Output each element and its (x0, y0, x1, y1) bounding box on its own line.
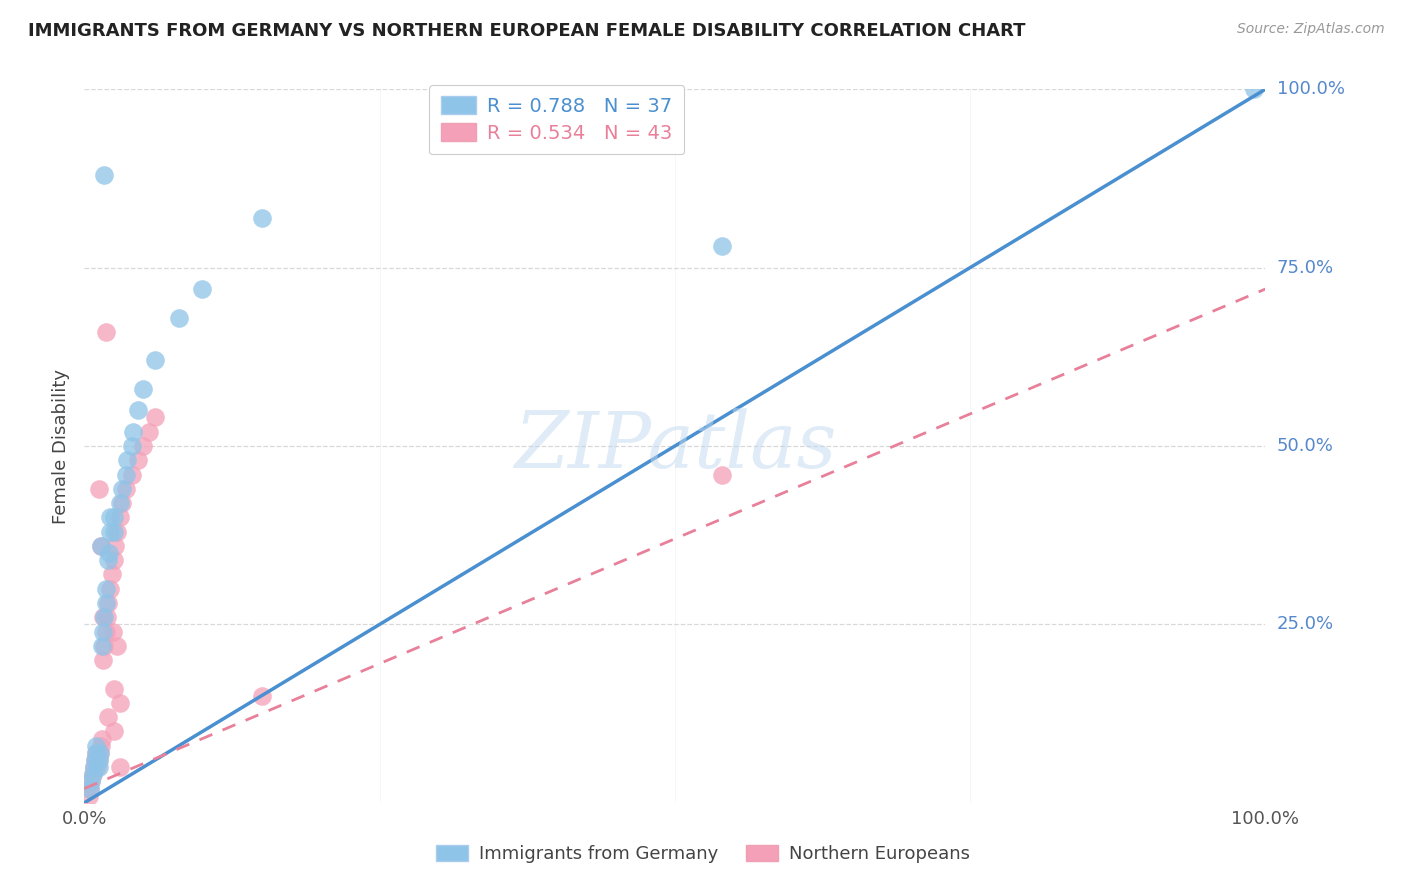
Point (98, 582, 121, 596)
Point (94, 582, 117, 596)
Point (132, 382, 155, 396)
Point (97, 710, 120, 724)
Point (83, 760, 105, 774)
Point (77, 789, 100, 803)
Point (91, 624, 114, 639)
Point (82, 767, 104, 781)
Point (250, 211, 273, 225)
Point (127, 453, 149, 467)
Point (80, 774, 103, 789)
Point (97, 596, 120, 610)
Point (91, 653, 114, 667)
Text: Source: ZipAtlas.com: Source: ZipAtlas.com (1237, 22, 1385, 37)
Point (84, 746, 107, 760)
Point (121, 425, 143, 439)
Point (84, 753, 107, 767)
Point (107, 524, 129, 539)
Point (103, 524, 125, 539)
Point (1243, 82, 1265, 96)
Point (90, 539, 112, 553)
Point (94, 624, 117, 639)
Point (108, 510, 131, 524)
Point (79, 781, 101, 796)
Point (87, 753, 110, 767)
Point (143, 410, 166, 425)
Legend: Immigrants from Germany, Northern Europeans: Immigrants from Germany, Northern Europe… (425, 834, 981, 874)
Point (89, 746, 111, 760)
Point (83, 760, 105, 774)
Point (94, 596, 117, 610)
Point (100, 567, 122, 582)
Point (97, 553, 120, 567)
Point (82, 767, 104, 781)
Legend: R = 0.788   N = 37, R = 0.534   N = 43: R = 0.788 N = 37, R = 0.534 N = 43 (429, 85, 685, 154)
Point (94, 325, 117, 339)
Point (87, 760, 110, 774)
Point (87, 753, 110, 767)
Text: ZIPatlas: ZIPatlas (513, 408, 837, 484)
Text: 75.0%: 75.0% (1277, 259, 1334, 277)
Point (711, 239, 734, 253)
Point (111, 482, 134, 496)
Point (90, 739, 112, 753)
Point (98, 524, 121, 539)
Point (90, 539, 112, 553)
Point (93, 168, 115, 182)
Point (84, 753, 107, 767)
Point (103, 681, 125, 696)
Point (93, 639, 115, 653)
Point (132, 439, 155, 453)
Text: IMMIGRANTS FROM GERMANY VS NORTHERN EUROPEAN FEMALE DISABILITY CORRELATION CHART: IMMIGRANTS FROM GERMANY VS NORTHERN EURO… (28, 22, 1025, 40)
Point (103, 553, 125, 567)
Point (87, 482, 110, 496)
Point (191, 282, 214, 296)
Point (143, 353, 166, 368)
Point (84, 746, 107, 760)
Point (91, 639, 114, 653)
Point (121, 467, 143, 482)
Text: 100.0%: 100.0% (1277, 80, 1344, 98)
Point (138, 425, 160, 439)
Point (121, 439, 143, 453)
Point (711, 467, 734, 482)
Point (98, 546, 121, 560)
Point (91, 610, 114, 624)
Point (107, 639, 129, 653)
Point (114, 482, 136, 496)
Point (108, 496, 131, 510)
Point (86, 760, 108, 774)
Point (103, 724, 125, 739)
Point (89, 746, 111, 760)
Point (91, 731, 114, 746)
Point (104, 539, 127, 553)
Text: 25.0%: 25.0% (1277, 615, 1334, 633)
Y-axis label: Female Disability: Female Disability (52, 368, 70, 524)
Point (80, 774, 103, 789)
Point (79, 781, 101, 796)
Point (101, 624, 124, 639)
Point (111, 496, 134, 510)
Point (93, 610, 115, 624)
Point (108, 760, 131, 774)
Point (108, 696, 131, 710)
Point (127, 403, 149, 417)
Point (250, 689, 273, 703)
Point (103, 510, 125, 524)
Point (96, 610, 118, 624)
Point (115, 453, 138, 467)
Text: 50.0%: 50.0% (1277, 437, 1333, 455)
Point (84, 739, 107, 753)
Point (98, 510, 121, 524)
Point (114, 467, 136, 482)
Point (167, 310, 190, 325)
